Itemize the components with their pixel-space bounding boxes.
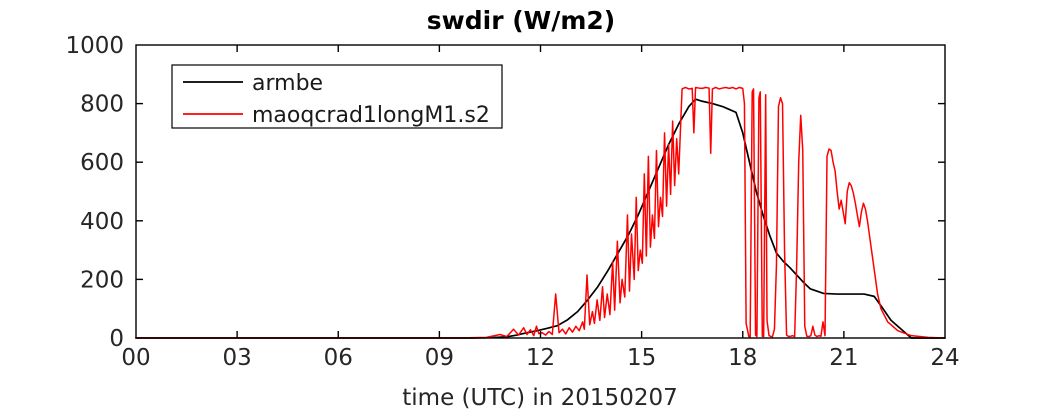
legend-box: [171, 64, 503, 129]
y-tick-label: 600: [80, 150, 124, 176]
x-tick-label: 21: [829, 345, 858, 371]
y-tick-labels: 0 200 400 600 800 1000: [65, 33, 124, 352]
y-tick-label: 1000: [65, 33, 124, 59]
legend-label-armbe: armbe: [252, 71, 323, 96]
x-tick-label: 09: [425, 345, 454, 371]
page-title: swdir (W/m2): [426, 6, 616, 35]
y-tick-label: 400: [80, 209, 124, 235]
x-tick-label: 24: [930, 345, 959, 371]
tick-marks-group: [136, 45, 945, 338]
x-axis-title: time (UTC) in 20150207: [402, 385, 677, 411]
y-tick-label: 200: [80, 267, 124, 293]
legend-label-maoqcrad1longm1s2: maoqcrad1longM1.s2: [252, 103, 490, 128]
y-tick-label: 0: [109, 326, 124, 352]
y-tick-label: 800: [80, 92, 124, 118]
x-tick-label: 18: [728, 345, 757, 371]
x-tick-label: 03: [222, 345, 251, 371]
x-tick-label: 12: [526, 345, 555, 371]
x-tick-labels: 00 03 06 09 12 15 18 21 24: [121, 345, 959, 371]
series-line-maoqcrad1longm1-s2: [135, 86, 946, 339]
x-tick-label: 00: [121, 345, 150, 371]
x-tick-label: 06: [324, 345, 353, 371]
legend[interactable]: armbe maoqcrad1longM1.s2: [171, 64, 503, 129]
x-tick-label: 15: [627, 345, 656, 371]
